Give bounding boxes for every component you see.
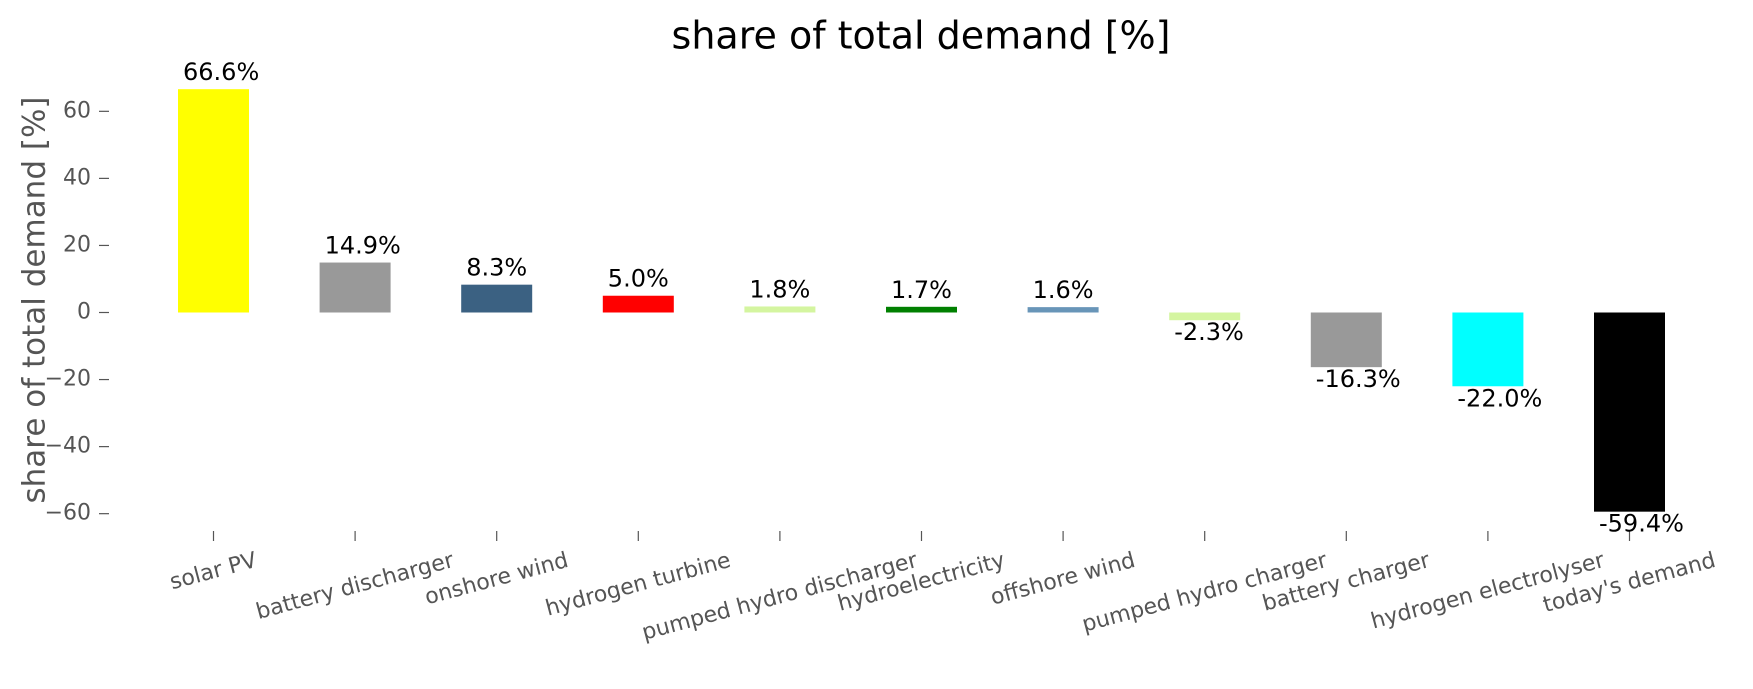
value-label: -22.0% [1457,384,1542,412]
y-tick-label: −20 [45,367,91,392]
value-label: 1.8% [749,275,810,303]
value-label: -2.3% [1174,318,1244,346]
bar [1169,312,1241,321]
value-label: 1.7% [891,276,952,304]
bar [1310,312,1382,368]
y-tick-label: 60 [63,98,91,123]
bar [178,89,249,313]
y-tick-label: −40 [45,434,91,459]
bar [461,284,533,313]
value-label: 8.3% [466,254,527,282]
value-label: 5.0% [608,265,669,293]
bar [602,295,674,313]
bar [744,306,816,313]
y-axis-label: share of total demand [%] [17,96,53,503]
value-label: 66.6% [183,58,259,86]
bar [886,306,957,313]
y-tick-label: −60 [45,501,91,526]
bar [1594,312,1665,512]
bar [1452,312,1524,387]
value-label: -16.3% [1316,365,1401,393]
bar [1027,307,1099,313]
y-tick-label: 0 [77,300,91,325]
x-tick-label: solar PV [167,548,259,595]
bar [319,262,391,313]
chart-title: share of total demand [%] [672,14,1171,58]
x-tick-label: offshore wind [988,548,1138,611]
value-label: -59.4% [1599,510,1684,538]
y-tick-label: 40 [63,165,91,190]
y-tick-label: 20 [63,232,91,257]
value-label: 14.9% [325,232,401,260]
value-label: 1.6% [1033,276,1094,304]
